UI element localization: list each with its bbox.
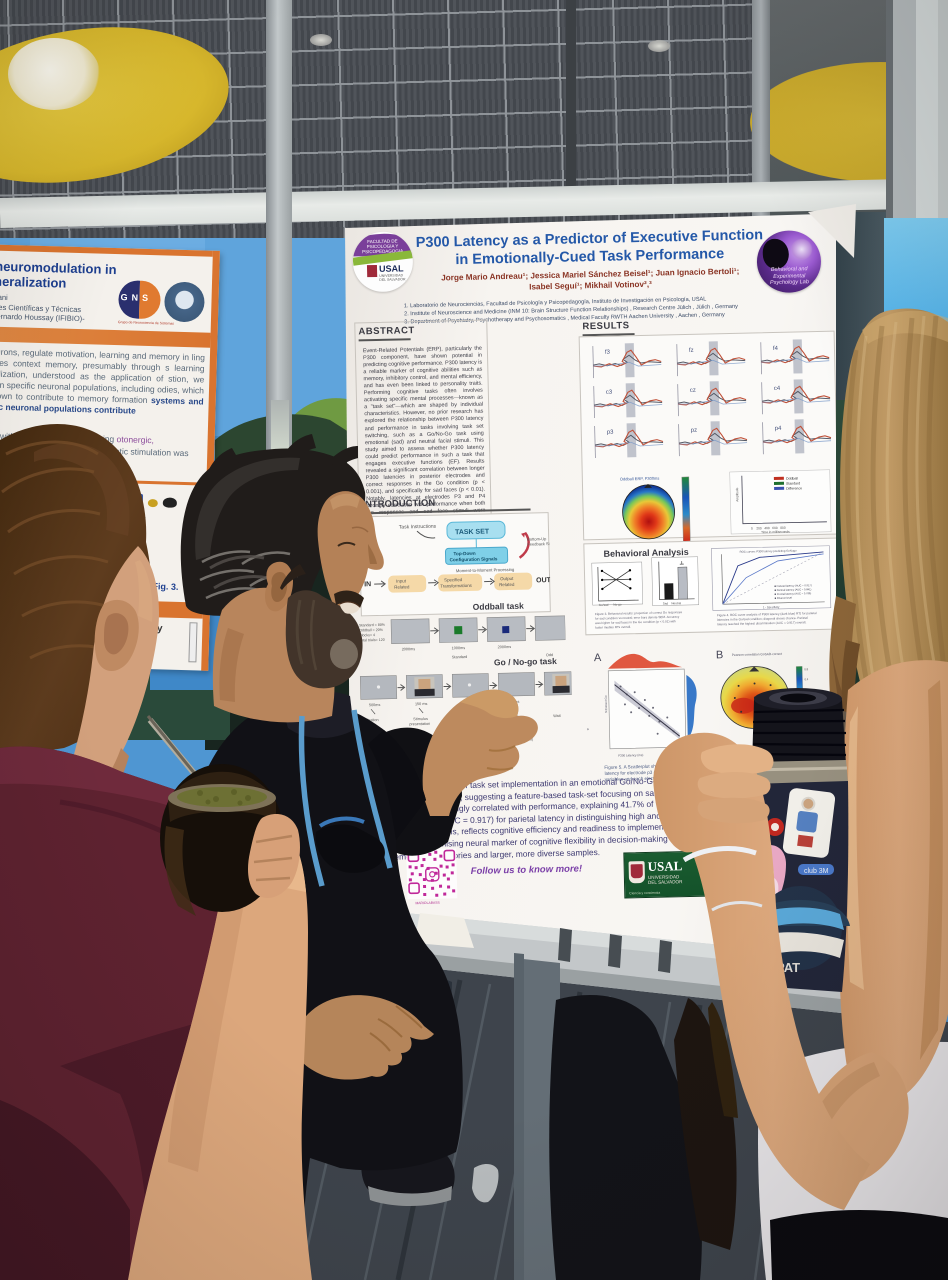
- svg-text:Standard: Standard: [452, 655, 468, 659]
- svg-text:Related: Related: [394, 584, 410, 589]
- svg-text:Difference: Difference: [786, 486, 802, 490]
- svg-text:latencies in the Go/sad condit: latencies in the Go/sad condition; diago…: [717, 616, 808, 622]
- svg-text:MARIOLABASS: MARIOLABASS: [415, 901, 440, 906]
- svg-text:Blocks= 4: Blocks= 4: [359, 633, 375, 637]
- svg-text:Input: Input: [396, 578, 407, 583]
- svg-text:Fixation: Fixation: [365, 718, 378, 722]
- svg-text:latency reached the highest di: latency reached the highest discriminati…: [717, 620, 806, 626]
- svg-text:150 ms: 150 ms: [415, 702, 428, 706]
- svg-text:Related: Related: [499, 582, 515, 587]
- svg-text:■ Central latency (AUC = 0.841: ■ Central latency (AUC = 0.841): [774, 587, 811, 592]
- svg-text:Transformations: Transformations: [440, 583, 472, 589]
- svg-text:pz: pz: [691, 428, 697, 434]
- svg-text:p4: p4: [775, 426, 782, 432]
- svg-text:2000ms: 2000ms: [498, 645, 512, 649]
- svg-text:TASK SET: TASK SET: [455, 528, 490, 536]
- svg-text:Bottom-Up: Bottom-Up: [527, 536, 547, 541]
- svg-text:0 200 400 600 800: 0 200 400 600 800: [751, 526, 786, 531]
- svg-text:Feedback Signals: Feedback Signals: [527, 541, 551, 547]
- svg-text:f4: f4: [773, 346, 779, 352]
- svg-text:Oddball = 20%: Oddball = 20%: [359, 628, 384, 633]
- svg-text:Wait: Wait: [553, 714, 561, 718]
- svg-text:club 3M: club 3M: [804, 868, 829, 875]
- svg-text:faster median RTs overall.: faster median RTs overall.: [595, 625, 631, 630]
- svg-text:Time in milliseconds: Time in milliseconds: [761, 530, 790, 535]
- svg-text:p3: p3: [607, 430, 614, 436]
- svg-text:Task Instructions: Task Instructions: [399, 524, 437, 531]
- svg-text:Go/sad No-go: Go/sad No-go: [599, 602, 622, 607]
- svg-text:■ Parietal latency (AUC = 0.91: ■ Parietal latency (AUC = 0.917): [774, 583, 812, 588]
- svg-text:500ms: 500ms: [369, 703, 381, 707]
- svg-text:Amplitude: Amplitude: [735, 487, 739, 501]
- svg-text:0.4: 0.4: [804, 677, 808, 681]
- svg-text:fz: fz: [689, 348, 694, 354]
- svg-text:A: A: [594, 652, 602, 664]
- svg-text:Pearson correlation GoSAD-corr: Pearson correlation GoSAD-correct: [732, 652, 782, 657]
- svg-text:f3: f3: [605, 350, 611, 356]
- svg-text:for sad condition vs neutral;: for sad condition vs neutral; error bars…: [595, 615, 680, 621]
- svg-text:0.8: 0.8: [804, 667, 808, 671]
- svg-text:Sad Neutral: Sad Neutral: [663, 601, 682, 605]
- svg-text:1 - Specificity: 1 - Specificity: [763, 605, 780, 609]
- svg-text:Stimulus: Stimulus: [413, 717, 428, 721]
- svg-text:2000ms: 2000ms: [402, 647, 416, 651]
- svg-text:Standard: Standard: [786, 481, 800, 485]
- svg-text:Total trials= 120: Total trials= 120: [359, 638, 384, 643]
- svg-text:presentation: presentation: [409, 722, 430, 726]
- svg-text:1000ms: 1000ms: [452, 646, 466, 650]
- svg-text:Output: Output: [500, 576, 514, 581]
- svg-text:■ Chance level: ■ Chance level: [775, 596, 793, 600]
- svg-text:Specified: Specified: [444, 577, 463, 582]
- svg-text:Standard = 80%: Standard = 80%: [359, 623, 386, 628]
- svg-text:Odd: Odd: [546, 653, 553, 657]
- svg-text:Figure 3. Behavioral results:: Figure 3. Behavioral results: proportion…: [595, 610, 683, 616]
- svg-text:Moment-to-Moment Processing: Moment-to-Moment Processing: [456, 567, 515, 573]
- svg-text:■ Frontal latency (AUC = 0.786: ■ Frontal latency (AUC = 0.786): [774, 591, 811, 596]
- svg-text:c4: c4: [774, 386, 781, 392]
- svg-text:ROC curves: P300 latency predi: ROC curves: P300 latency predicting GoNo…: [739, 548, 797, 553]
- svg-text:Figure 4. ROC curve analysis o: Figure 4. ROC curve analysis of P300 lat…: [717, 611, 817, 617]
- svg-text:was higher for sad faces in th: was higher for sad faces in the Go condi…: [595, 619, 676, 625]
- svg-text:Top-Down: Top-Down: [453, 551, 475, 557]
- svg-text:OUT: OUT: [536, 577, 551, 584]
- svg-text:cz: cz: [690, 388, 696, 394]
- svg-text:Configuration Signals: Configuration Signals: [450, 556, 498, 562]
- svg-text:P300 Latency (ms): P300 Latency (ms): [618, 753, 643, 758]
- svg-text:B: B: [716, 649, 724, 661]
- svg-text:IN: IN: [364, 581, 371, 588]
- svg-text:Oddball ERP, P300ms: Oddball ERP, P300ms: [620, 476, 660, 482]
- svg-text:Oddball: Oddball: [786, 476, 798, 480]
- svg-text:c3: c3: [606, 390, 613, 396]
- svg-text:%Correct Go: %Correct Go: [604, 695, 608, 713]
